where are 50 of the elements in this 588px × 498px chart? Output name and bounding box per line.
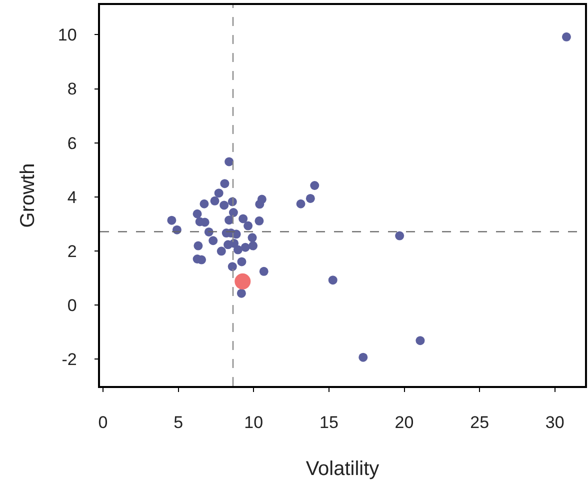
point xyxy=(208,236,218,246)
y-tick-label: 0 xyxy=(67,296,77,315)
point xyxy=(194,241,203,250)
point xyxy=(248,241,258,250)
point xyxy=(240,242,250,252)
point xyxy=(296,199,306,208)
point xyxy=(220,200,229,210)
point xyxy=(233,245,242,254)
y-tick-label: 4 xyxy=(67,188,77,207)
x-tick-label: 30 xyxy=(545,413,564,432)
point xyxy=(216,246,226,256)
y-tick-label: 10 xyxy=(58,26,77,45)
y-tick-label: -2 xyxy=(62,350,77,369)
point xyxy=(220,179,230,188)
point xyxy=(259,266,268,276)
x-tick-label: 15 xyxy=(319,413,338,432)
point xyxy=(358,352,368,362)
point xyxy=(255,200,264,209)
point xyxy=(210,196,220,206)
point xyxy=(200,199,209,208)
point xyxy=(192,209,202,218)
point xyxy=(214,188,224,198)
point xyxy=(416,336,425,346)
point xyxy=(224,157,234,166)
point xyxy=(248,233,257,242)
y-axis-title: Growth xyxy=(16,163,39,228)
y-tick-label: 8 xyxy=(67,80,77,99)
point xyxy=(228,208,238,218)
point xyxy=(306,194,315,203)
x-tick-label: 20 xyxy=(394,413,414,432)
x-tick-label: 10 xyxy=(244,413,264,432)
point xyxy=(167,216,176,225)
point xyxy=(228,262,237,272)
point xyxy=(236,288,246,298)
point xyxy=(234,273,251,290)
point xyxy=(224,216,234,225)
point xyxy=(310,181,320,190)
point xyxy=(244,221,253,230)
point xyxy=(328,276,338,285)
y-tick-label: 2 xyxy=(67,242,77,261)
point xyxy=(238,214,248,224)
x-tick-label: 5 xyxy=(174,413,184,432)
x-tick-label: 25 xyxy=(470,413,490,432)
y-tick-label: 6 xyxy=(67,134,77,153)
point xyxy=(254,216,264,226)
point xyxy=(395,231,404,240)
x-tick-label: 0 xyxy=(98,413,108,432)
point xyxy=(237,257,246,266)
x-axis-title: Volatility xyxy=(306,458,380,480)
point xyxy=(562,32,571,42)
